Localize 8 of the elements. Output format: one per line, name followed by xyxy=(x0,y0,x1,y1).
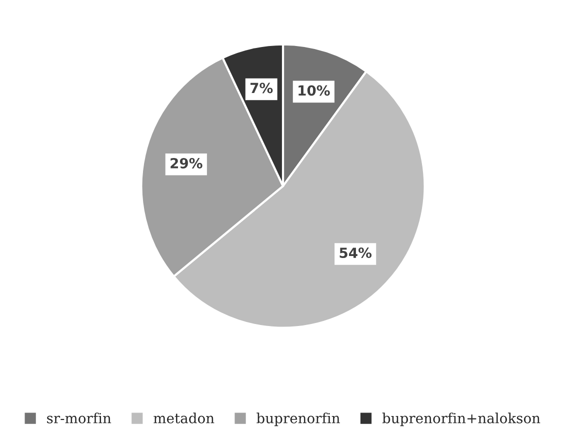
legend-label: buprenorfin+nalokson xyxy=(382,412,540,426)
legend-label: sr-morfin xyxy=(47,412,112,424)
legend-label: buprenorfin xyxy=(256,412,340,426)
data-label: 10% xyxy=(298,85,330,96)
data-label: 7% xyxy=(250,82,273,94)
data-label: 54% xyxy=(340,248,372,258)
legend-label: metadon xyxy=(154,412,214,424)
data-label: 29% xyxy=(170,158,202,168)
